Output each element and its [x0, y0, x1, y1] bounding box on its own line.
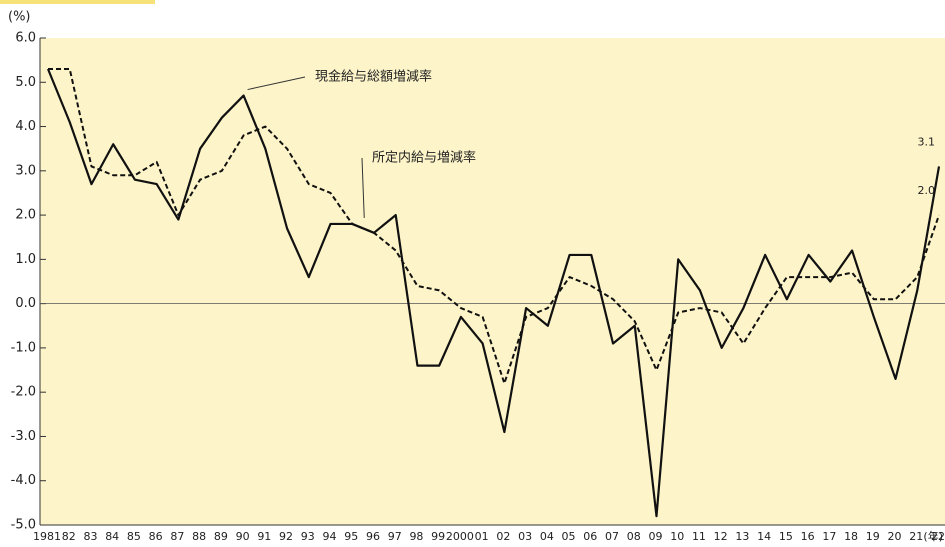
x-tick-label: 06 [583, 530, 597, 543]
y-tick-label: -3.0 [11, 429, 36, 444]
x-tick-label: 88 [192, 530, 206, 543]
x-tick-label: 84 [105, 530, 119, 543]
x-tick-label: 05 [562, 530, 576, 543]
plot-background [40, 38, 945, 525]
series-line [48, 67, 940, 385]
x-tick-label: 99 [431, 530, 445, 543]
y-tick-label: 0.0 [15, 296, 36, 311]
x-tick-label: 96 [366, 530, 380, 543]
x-tick-label: 94 [323, 530, 337, 543]
x-tick-label: 92 [279, 530, 293, 543]
x-tick-label: 13 [735, 530, 749, 543]
leader-line [247, 76, 306, 91]
y-tick-label: -4.0 [11, 473, 36, 488]
x-tick-label: 82 [62, 530, 76, 543]
y-tick-label: -5.0 [11, 518, 36, 533]
x-tick-label: 11 [692, 530, 706, 543]
series-line [46, 68, 941, 518]
leader-line [361, 157, 365, 218]
x-tick-label: 03 [518, 530, 532, 543]
series-label: 現金給与総額増減率 [315, 69, 432, 85]
y-tick-label: 2.0 [15, 208, 36, 223]
y-tick-label: 3.0 [15, 163, 36, 178]
x-tick-label: 95 [344, 530, 358, 543]
x-tick-label: 01 [475, 530, 489, 543]
y-tick-label: 5.0 [15, 75, 36, 90]
x-tick-label: 08 [627, 530, 641, 543]
data-label: 3.1 [918, 135, 936, 148]
x-tick-label: 98 [409, 530, 423, 543]
y-tick-label: 1.0 [15, 252, 36, 267]
x-tick-label: 14 [757, 530, 771, 543]
x-tick-label: 89 [214, 530, 228, 543]
x-tick-label: 1981 [33, 530, 61, 543]
y-tick-label: -1.0 [11, 340, 36, 355]
y-tick-label: -2.0 [11, 385, 36, 400]
x-tick-label: 07 [605, 530, 619, 543]
x-tick-label: 10 [670, 530, 684, 543]
y-tick-label: 4.0 [15, 119, 36, 134]
x-tick-label: 22 [931, 530, 945, 543]
data-label: 2.0 [918, 184, 936, 197]
x-tick-label: 02 [496, 530, 510, 543]
x-tick-label: 04 [540, 530, 554, 543]
series-label: 所定内給与増減率 [372, 150, 476, 166]
x-tick-label: 15 [779, 530, 793, 543]
x-tick-label: 17 [822, 530, 836, 543]
x-tick-label: 18 [844, 530, 858, 543]
y-unit: (%) [8, 10, 31, 25]
x-tick-label: 97 [388, 530, 402, 543]
x-tick-label: 21 [909, 530, 923, 543]
x-tick-label: 93 [301, 530, 315, 543]
x-tick-label: 16 [801, 530, 815, 543]
x-tick-label: 86 [149, 530, 163, 543]
x-tick-label: 20 [888, 530, 902, 543]
x-tick-label: 91 [257, 530, 271, 543]
header-accent [0, 0, 155, 4]
x-tick-label: 19 [866, 530, 880, 543]
y-tick-label: 6.0 [15, 31, 36, 46]
x-tick-label: 83 [83, 530, 97, 543]
x-tick-label: 12 [714, 530, 728, 543]
x-tick-label: 90 [236, 530, 250, 543]
x-tick-label: 09 [648, 530, 662, 543]
x-tick-label: 87 [170, 530, 184, 543]
x-tick-label: 2000 [446, 530, 474, 543]
x-unit: (年) [923, 529, 943, 543]
x-tick-label: 85 [127, 530, 141, 543]
